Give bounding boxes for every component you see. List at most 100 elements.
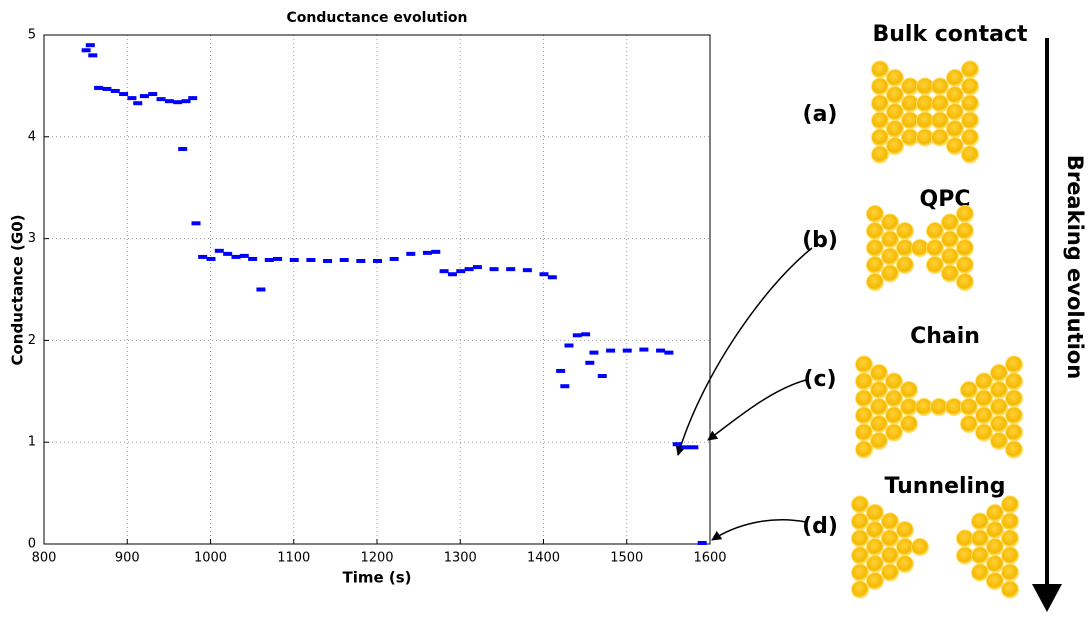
atom: [881, 247, 899, 266]
data-point: [639, 347, 649, 352]
atom: [1001, 529, 1019, 548]
atom: [885, 389, 903, 408]
atom: [945, 398, 963, 416]
data-point: [88, 53, 98, 58]
data-point: [464, 267, 474, 272]
data-point: [223, 251, 233, 256]
chart-title: Conductance evolution: [286, 10, 467, 26]
atom: [855, 355, 873, 374]
atom: [900, 381, 918, 399]
atom: [901, 111, 919, 130]
atom: [1005, 423, 1023, 442]
atom: [871, 77, 889, 96]
atom: [896, 239, 914, 257]
y-tick-label: 2: [28, 333, 36, 348]
atom: [866, 504, 884, 522]
atom: [916, 128, 934, 147]
data-point: [556, 368, 566, 373]
atom: [960, 381, 978, 399]
atom: [961, 60, 979, 79]
data-point: [606, 348, 616, 353]
atom: [956, 273, 974, 291]
atom: [916, 111, 934, 130]
atom: [851, 529, 869, 548]
data-point: [289, 257, 299, 262]
y-axis-label: Conductance (G0): [9, 214, 27, 365]
atom: [855, 406, 873, 425]
atom: [1001, 512, 1019, 531]
atom: [1001, 495, 1019, 514]
atom: [871, 128, 889, 147]
atom: [990, 432, 1008, 450]
data-point: [231, 254, 241, 259]
atom: [916, 94, 934, 113]
y-tick-label: 5: [28, 28, 36, 43]
atom: [930, 398, 948, 416]
data-point: [273, 256, 283, 261]
atom: [886, 120, 904, 138]
atom: [881, 546, 899, 565]
atom: [975, 406, 993, 425]
atom: [961, 128, 979, 147]
atom: [961, 94, 979, 113]
atom: [881, 264, 899, 283]
evolution-label: Breaking evolution: [1063, 155, 1087, 379]
atom: [871, 111, 889, 130]
atom: [866, 222, 884, 240]
arrow-c: [707, 379, 807, 441]
atom: [956, 546, 974, 565]
atom: [915, 398, 933, 416]
atom: [956, 205, 974, 223]
data-point: [422, 250, 432, 255]
atom: [975, 389, 993, 408]
atom: [881, 230, 899, 249]
atom: [975, 372, 993, 391]
atom: [881, 213, 899, 232]
atom: [851, 546, 869, 565]
data-point: [81, 48, 91, 53]
data-point: [110, 88, 120, 93]
x-tick-label: 1100: [277, 551, 310, 566]
atom: [931, 128, 949, 147]
atom: [870, 381, 888, 399]
data-point: [94, 85, 104, 90]
atom: [956, 529, 974, 548]
atom: [871, 145, 889, 164]
atom: [926, 256, 944, 274]
atom: [1005, 355, 1023, 374]
atom: [896, 555, 914, 573]
atom: [886, 103, 904, 121]
atom: [886, 137, 904, 155]
atom: [990, 364, 1008, 382]
data-point: [239, 253, 249, 258]
atom: [896, 256, 914, 274]
atom: [986, 555, 1004, 573]
atom: [851, 495, 869, 514]
atom: [916, 77, 934, 96]
atom: [855, 423, 873, 442]
atom: [990, 415, 1008, 433]
atom: [1001, 563, 1019, 582]
x-tick-label: 800: [32, 551, 57, 566]
y-tick-label: 3: [28, 231, 36, 246]
x-tick-label: 1200: [360, 551, 393, 566]
data-point: [127, 96, 137, 101]
stage-label: (b): [802, 228, 838, 253]
x-tick-label: 900: [115, 551, 140, 566]
y-tick-label: 4: [28, 129, 36, 144]
data-point: [539, 272, 549, 277]
x-tick-label: 1400: [527, 551, 560, 566]
atom: [971, 512, 989, 531]
atom: [886, 69, 904, 87]
atom: [900, 398, 918, 416]
atom: [870, 415, 888, 433]
data-point: [681, 445, 691, 450]
data-point: [585, 360, 595, 365]
atom: [990, 398, 1008, 416]
atom: [885, 406, 903, 425]
data-point: [506, 267, 516, 272]
atom: [896, 521, 914, 539]
evolution-arrowhead: [1032, 584, 1062, 612]
data-point: [522, 268, 532, 273]
